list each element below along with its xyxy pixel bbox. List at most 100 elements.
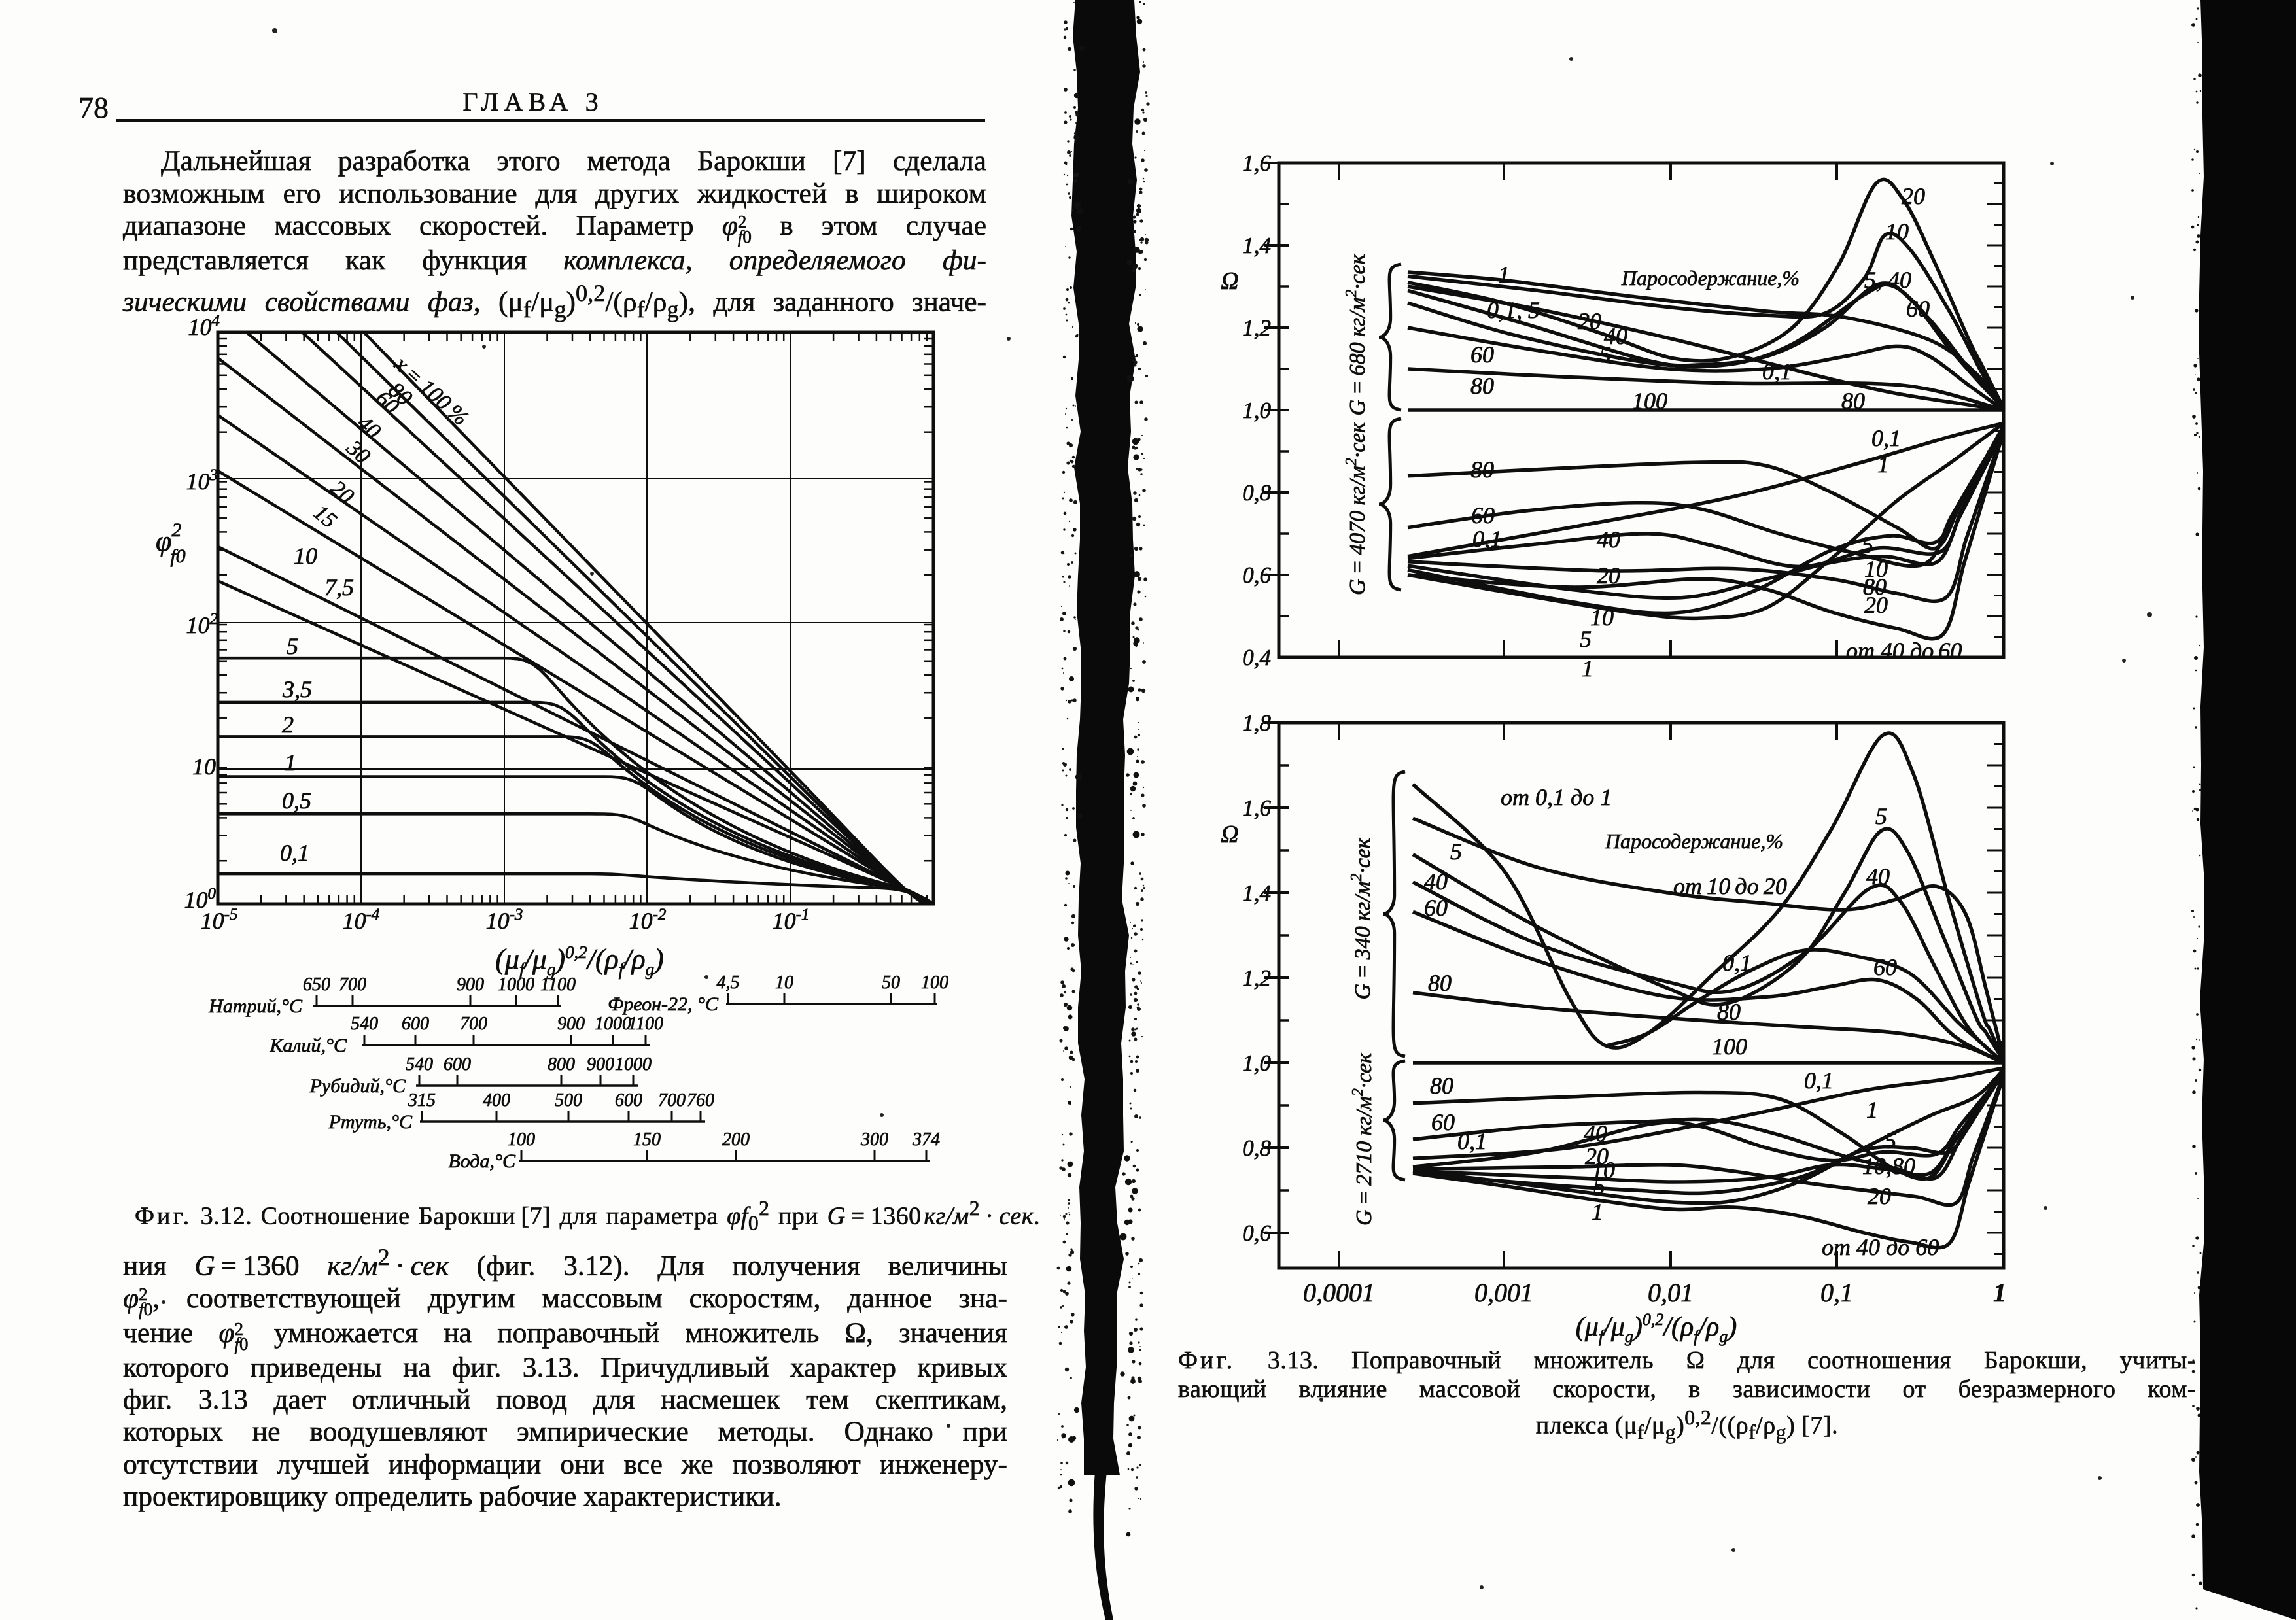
svg-text:1,6: 1,6 xyxy=(1242,795,1271,821)
svg-text:80: 80 xyxy=(1863,574,1887,600)
svg-text:Ω: Ω xyxy=(1221,821,1238,848)
svg-text:60: 60 xyxy=(1471,502,1495,528)
svg-text:650: 650 xyxy=(303,974,330,995)
svg-text:от 40 до 60: от 40 до 60 xyxy=(1846,638,1962,664)
svg-text:1100: 1100 xyxy=(628,1014,663,1034)
svg-text:760: 760 xyxy=(687,1090,714,1111)
svg-text:0,001: 0,001 xyxy=(1474,1278,1533,1307)
svg-text:0,1: 0,1 xyxy=(1820,1278,1853,1307)
svg-text:20: 20 xyxy=(1578,308,1601,334)
svg-text:80: 80 xyxy=(1717,999,1741,1025)
svg-text:0,1: 0,1 xyxy=(280,840,309,866)
svg-text:10: 10 xyxy=(192,753,216,780)
svg-text:20: 20 xyxy=(1597,562,1620,589)
svg-text:103: 103 xyxy=(186,466,218,494)
svg-text:60: 60 xyxy=(1873,954,1897,980)
svg-text:G = 2710 кг/м2·сек: G = 2710 кг/м2·сек xyxy=(1349,1052,1376,1226)
svg-text:60: 60 xyxy=(1906,296,1930,322)
svg-text:10-5: 10-5 xyxy=(201,906,238,934)
svg-text:20: 20 xyxy=(1585,1143,1609,1169)
svg-text:7,5: 7,5 xyxy=(324,574,354,600)
svg-text:1000: 1000 xyxy=(595,1014,631,1034)
svg-text:102: 102 xyxy=(186,610,218,638)
svg-text:100: 100 xyxy=(508,1129,535,1150)
svg-text:80: 80 xyxy=(1470,373,1494,399)
svg-text:от 0,1 до 1: от 0,1 до 1 xyxy=(1501,784,1612,810)
svg-text:Натрий,°C: Натрий,°C xyxy=(208,995,303,1017)
svg-text:от 40 до 60: от 40 до 60 xyxy=(1822,1234,1939,1260)
svg-text:700: 700 xyxy=(658,1090,686,1111)
svg-text:10: 10 xyxy=(1864,556,1888,582)
svg-text:40: 40 xyxy=(1604,323,1627,349)
svg-text:0,1: 0,1 xyxy=(1762,358,1792,385)
svg-text:1,6: 1,6 xyxy=(1242,150,1271,176)
svg-text:2: 2 xyxy=(282,712,294,738)
svg-text:60: 60 xyxy=(1431,1109,1455,1135)
svg-text:60: 60 xyxy=(1470,341,1494,368)
svg-text:5: 5 xyxy=(1885,1128,1896,1154)
svg-text:1,8: 1,8 xyxy=(1242,710,1271,736)
svg-text:10: 10 xyxy=(1590,604,1614,630)
svg-text:Вода,°C: Вода,°C xyxy=(448,1150,516,1172)
svg-text:10,80: 10,80 xyxy=(1862,1153,1915,1179)
svg-text:1,0: 1,0 xyxy=(1242,1050,1271,1076)
svg-text:5: 5 xyxy=(1593,1173,1605,1199)
svg-text:1: 1 xyxy=(1592,1199,1603,1225)
svg-text:50: 50 xyxy=(882,973,900,993)
svg-text:0,0001: 0,0001 xyxy=(1303,1278,1375,1307)
svg-text:800: 800 xyxy=(548,1054,575,1075)
svg-text:0,01: 0,01 xyxy=(1648,1278,1694,1307)
svg-text:0,1: 0,1 xyxy=(1472,526,1502,552)
svg-text:0,8: 0,8 xyxy=(1242,480,1271,506)
svg-text:100: 100 xyxy=(1712,1033,1747,1060)
svg-text:(μf/μg)0,2/(ρf/ρg): (μf/μg)0,2/(ρf/ρg) xyxy=(495,942,664,979)
svg-text:Фреон-22, °C: Фреон-22, °C xyxy=(608,993,719,1015)
svg-text:0,4: 0,4 xyxy=(1242,645,1271,670)
svg-text:4,5: 4,5 xyxy=(717,973,740,993)
svg-text:900: 900 xyxy=(587,1054,614,1075)
svg-text:80: 80 xyxy=(1841,388,1865,414)
svg-text:20: 20 xyxy=(1902,183,1925,209)
svg-text:900: 900 xyxy=(557,1014,585,1034)
svg-text:500: 500 xyxy=(555,1090,582,1111)
svg-text:600: 600 xyxy=(402,1014,429,1034)
svg-text:700: 700 xyxy=(339,974,366,995)
svg-text:10: 10 xyxy=(1592,1157,1615,1183)
svg-text:1: 1 xyxy=(285,750,296,776)
svg-text:0,6: 0,6 xyxy=(1242,1220,1271,1246)
svg-text:1: 1 xyxy=(1582,655,1593,681)
svg-text:Паросодержание,%: Паросодержание,% xyxy=(1621,266,1800,290)
svg-text:Ω: Ω xyxy=(1221,267,1238,295)
svg-text:20: 20 xyxy=(326,476,358,509)
svg-text:0,1: 0,1 xyxy=(1722,950,1752,976)
svg-text:5, 40: 5, 40 xyxy=(1864,267,1911,293)
svg-text:3,5: 3,5 xyxy=(282,676,312,702)
svg-text:Рубидий,°C: Рубидий,°C xyxy=(309,1075,406,1097)
svg-text:20: 20 xyxy=(1864,592,1888,618)
svg-text:1: 1 xyxy=(1498,262,1510,288)
svg-text:0,1: 0,1 xyxy=(1457,1128,1487,1154)
svg-text:Калий,°C: Калий,°C xyxy=(269,1035,347,1056)
svg-text:1,0: 1,0 xyxy=(1242,398,1271,423)
svg-text:1: 1 xyxy=(1877,451,1889,477)
svg-text:900: 900 xyxy=(457,974,484,995)
svg-text:1000: 1000 xyxy=(615,1054,652,1075)
svg-text:10-2: 10-2 xyxy=(629,906,667,934)
svg-text:60: 60 xyxy=(1424,895,1448,921)
svg-text:5: 5 xyxy=(287,633,298,659)
svg-text:40: 40 xyxy=(1866,863,1890,889)
svg-text:100: 100 xyxy=(1632,388,1667,414)
svg-text:1,2: 1,2 xyxy=(1242,965,1271,991)
svg-text:0,6: 0,6 xyxy=(1242,562,1271,588)
svg-text:600: 600 xyxy=(444,1054,471,1075)
svg-text:10-3: 10-3 xyxy=(486,906,523,934)
svg-text:80: 80 xyxy=(1470,457,1494,483)
svg-text:G = 340 кг/м2·сек: G = 340 кг/м2·сек xyxy=(1348,837,1375,999)
svg-text:1,4: 1,4 xyxy=(1242,880,1271,906)
svg-text:10: 10 xyxy=(775,973,793,993)
svg-text:0,5: 0,5 xyxy=(282,787,311,814)
svg-text:10: 10 xyxy=(294,543,317,569)
svg-text:20: 20 xyxy=(1868,1183,1891,1209)
svg-text:40: 40 xyxy=(1597,526,1620,553)
svg-text:1100: 1100 xyxy=(540,974,576,995)
